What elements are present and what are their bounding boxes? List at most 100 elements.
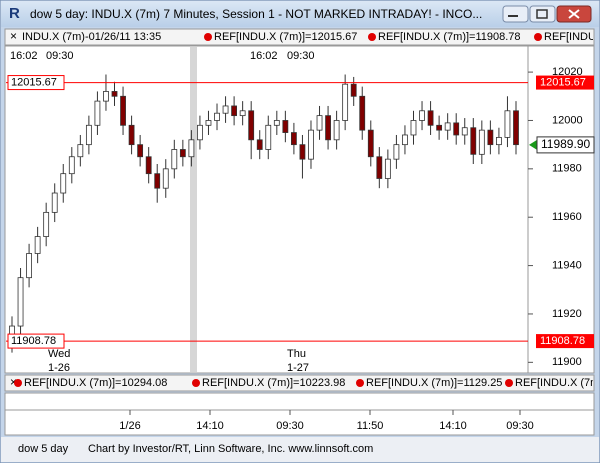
legend-dot [356, 379, 364, 387]
ref-label-left: 12015.67 [11, 76, 57, 88]
legend-dot [14, 379, 22, 387]
candle-body [188, 139, 195, 158]
ref-label-right: 12015.67 [540, 76, 586, 88]
y-tick-label: 12020 [552, 66, 583, 78]
minimize-button[interactable] [502, 5, 529, 23]
legend-item: REF[INDU.X (7m)]=10223.98 [202, 377, 345, 389]
session-label: 16:02 [10, 50, 38, 62]
candle-body [273, 120, 280, 126]
candle-body [94, 100, 101, 126]
candle-body [128, 124, 135, 146]
title-bar [1, 1, 599, 27]
time-tick-label: 09:30 [506, 420, 534, 432]
candle-body [60, 173, 67, 194]
legend-close: × [10, 375, 17, 389]
time-tick-label: 1/26 [119, 420, 140, 432]
candle-body [436, 124, 443, 131]
ref-label-left: 11908.78 [11, 335, 56, 347]
candle-body [350, 83, 357, 97]
candle-body [179, 149, 186, 158]
candle-body [265, 124, 272, 150]
y-tick-label: 11940 [552, 259, 582, 271]
legend-dot [534, 33, 542, 41]
legend-item: REF[INDU.X (7m)]=11908.78 [378, 31, 521, 43]
candle-body [496, 136, 502, 146]
legend-item: REF[INDU.X (7m)] [515, 377, 600, 389]
candle-body [34, 236, 41, 254]
candle-body [111, 91, 118, 97]
legend-item: REF[INDU.X (7m)]=11908.78 [544, 31, 600, 43]
candle-body [419, 110, 425, 121]
candle-body [308, 129, 314, 160]
date-label: 1-26 [48, 362, 70, 374]
session-label: 09:30 [46, 50, 74, 62]
legend-dot [192, 379, 200, 387]
ref-label-right-box [536, 334, 594, 349]
candle-body [299, 144, 306, 160]
candle-body [214, 112, 220, 121]
status-name: dow 5 day [18, 443, 69, 455]
y-tick-label: 11920 [552, 308, 582, 320]
date-day: Thu [287, 348, 306, 360]
y-tick-label: 11900 [552, 356, 582, 368]
candle-body [325, 115, 331, 141]
candle-body [256, 139, 263, 150]
session-label: 09:30 [287, 50, 315, 62]
date-day: Wed [48, 348, 70, 360]
candle-body [17, 277, 24, 327]
maximize-icon [536, 9, 548, 19]
candle-body [359, 95, 366, 131]
candle-body [478, 129, 485, 155]
candle-body [402, 134, 408, 146]
legend-item: REF[INDU.X (7m)]=10294.08 [24, 377, 167, 389]
candle-body [513, 110, 519, 146]
ref-label-right-box [536, 75, 594, 90]
status-bar [1, 437, 599, 462]
candle-body [470, 127, 477, 155]
window-title: dow 5 day: INDU.X (7m) 7 Minutes, Sessio… [30, 7, 482, 21]
ref-label-right: 11908.78 [540, 335, 585, 347]
candle-body [43, 211, 50, 237]
candle-body [51, 192, 58, 213]
legend-close: × [10, 29, 17, 43]
y-tick-label: 11960 [552, 211, 582, 223]
candle-body [453, 122, 460, 136]
last-price-arrow [529, 139, 537, 150]
candle-body [26, 253, 32, 279]
candle-body [444, 122, 451, 131]
ref-label-left-box [7, 333, 65, 349]
last-price-box [536, 136, 595, 154]
date-label: 1-27 [287, 362, 309, 374]
candle-body [231, 105, 238, 117]
session-label: 16:02 [250, 50, 278, 62]
candle-body [316, 115, 323, 131]
chart-panel [4, 45, 595, 374]
legend-dot [505, 379, 513, 387]
candle-body [171, 149, 178, 170]
time-tick-label: 11:50 [357, 420, 384, 432]
candle-body [427, 110, 434, 126]
legend-dot [204, 33, 212, 41]
candle-body [410, 120, 417, 136]
maximize-button[interactable] [529, 5, 556, 23]
candle-body [162, 168, 169, 189]
time-axis-panel [4, 392, 595, 436]
status-credit: Chart by Investor/RT, Linn Software, Inc… [88, 443, 373, 455]
candle-body [85, 124, 92, 146]
candle-body [393, 144, 400, 160]
ref-label-left-box [7, 75, 65, 91]
candle-body [384, 158, 391, 179]
legend-item: REF[INDU.X (7m)]=12015.67 [214, 31, 357, 43]
candle-body [342, 83, 349, 121]
candle-body [103, 91, 109, 102]
candle-body [68, 156, 75, 175]
time-tick-label: 14:10 [196, 420, 224, 432]
top-legend-bar [4, 28, 595, 46]
candle-body [248, 110, 255, 141]
session-separator [190, 47, 197, 372]
y-tick-label: 11980 [552, 163, 582, 175]
candle-body [197, 124, 203, 141]
candle-body [222, 105, 229, 114]
candle-body [205, 120, 212, 126]
